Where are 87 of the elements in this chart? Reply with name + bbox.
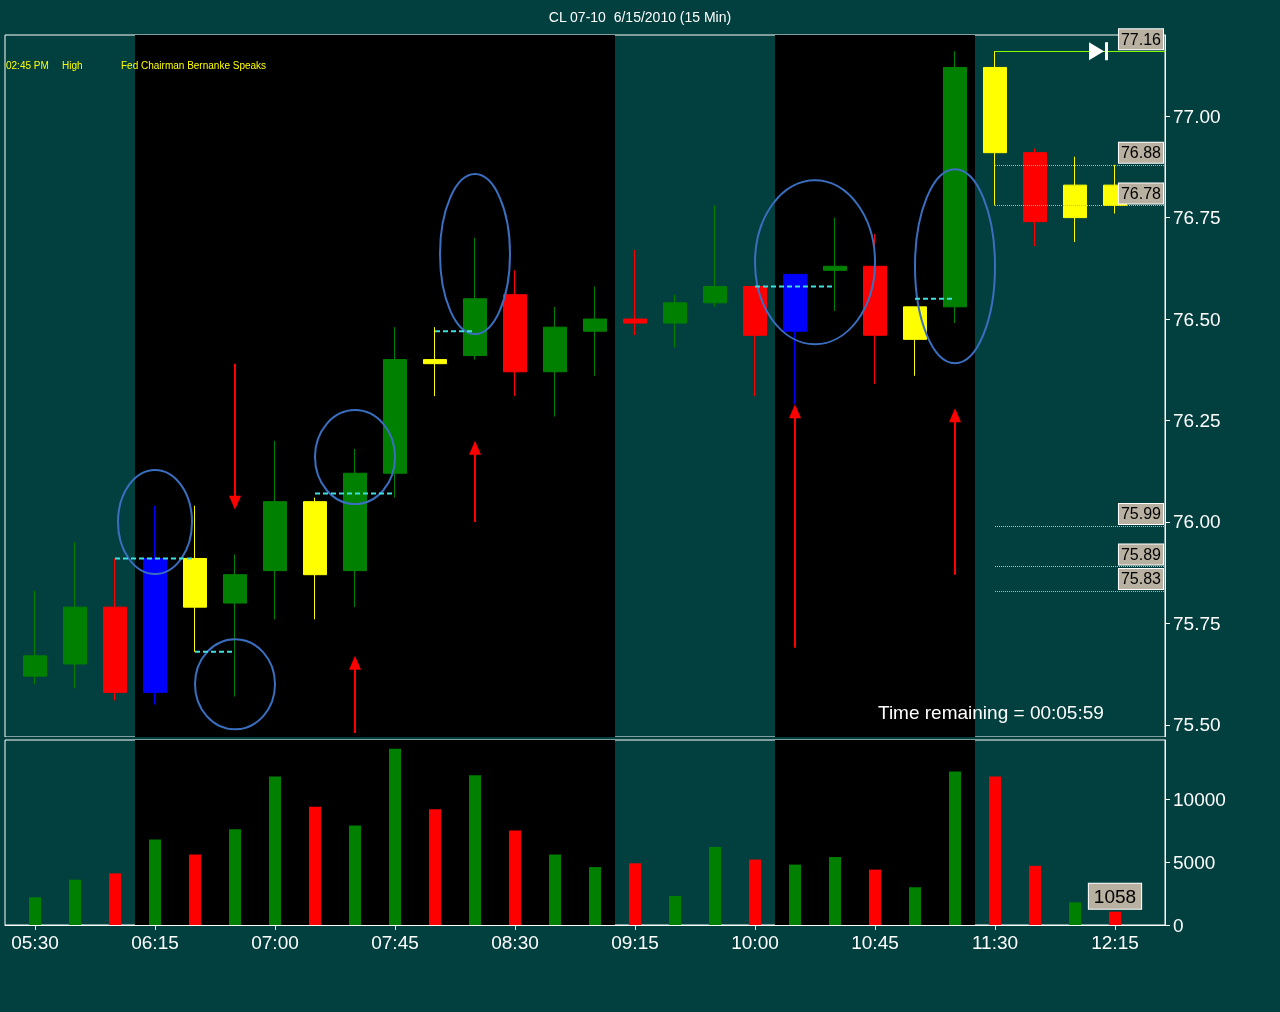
candlestick [823,217,847,312]
candlestick [743,286,767,397]
x-tick-label: 09:15 [611,932,659,953]
candlestick [623,249,647,336]
y-tick-label: 10000 [1173,788,1226,810]
bar [749,859,761,925]
annotation: Fed Chairman Bernanke Speaks [121,60,267,71]
candlestick [343,448,367,608]
candlestick [583,286,607,377]
y-tick-label: 77.00 [1173,105,1221,127]
ref-line-label: 75.83 [1120,570,1162,588]
candlestick [543,306,567,417]
bar [509,830,521,925]
ref-line-label: 76.88 [1120,144,1162,162]
x-tick-label: 10:00 [731,932,779,953]
bar [269,776,281,925]
y-tick-label: 5000 [1173,851,1216,873]
candlestick [1063,156,1087,243]
ref-line-label: 76.78 [1120,184,1162,202]
bar [69,879,81,925]
bar [669,896,681,925]
y-tick-label: 0 [1173,914,1184,936]
bar [1109,911,1121,925]
y-tick-label: 75.75 [1173,612,1221,634]
x-tick-label: 08:30 [491,932,539,953]
candlestick [23,590,47,685]
bar [869,869,881,925]
bar [1029,865,1041,925]
chart-title: CL 07-10 6/15/2010 (15 Min) [548,9,732,25]
candlestick [1023,148,1047,247]
y-tick-label: 76.00 [1173,511,1221,533]
candlestick [783,273,807,405]
ref-line-label: 77.16 [1120,30,1162,48]
candlestick [63,541,87,689]
annotation: Time remaining = 00:05:59 [878,702,1104,724]
candlestick [383,326,407,499]
bar [29,897,41,925]
candlestick [263,440,287,620]
x-tick-label: 07:00 [251,932,299,953]
bar [309,806,321,925]
y-tick-label: 76.50 [1173,308,1221,330]
bar [789,864,801,925]
candlestick [943,50,967,324]
candlestick [183,505,207,653]
bar [989,776,1001,925]
data-label: 1058 [1093,885,1137,907]
bar [189,854,201,925]
annotation: 02:45 PM [6,60,49,71]
x-tick-label: 10:45 [851,932,899,953]
candlestick [863,233,887,385]
bar [229,829,241,925]
y-tick-label: 76.75 [1173,207,1221,229]
ref-line-label: 75.99 [1120,505,1162,523]
bar [549,854,561,925]
y-tick-label: 75.50 [1173,714,1221,736]
x-tick-label: 05:30 [11,932,59,953]
bar [1069,902,1081,925]
candlestick [303,497,327,620]
candlestick [703,204,727,308]
bar [589,867,601,925]
bar [429,809,441,925]
bar [949,771,961,925]
bar [469,775,481,925]
bar [149,839,161,925]
bar [709,846,721,925]
candlestick [903,306,927,377]
x-tick-label: 06:15 [131,932,179,953]
candlestick [663,294,687,348]
bar [109,873,121,925]
x-tick-label: 07:45 [371,932,419,953]
candlestick [223,553,247,697]
candlestick [143,505,167,706]
x-tick-label: 11:30 [971,932,1019,953]
candlestick [463,237,487,361]
ref-line-label: 75.89 [1120,546,1162,564]
bar [829,857,841,925]
x-tick-label: 12:15 [1091,932,1139,953]
bar [629,863,641,925]
candlestick [423,326,447,397]
bar [349,825,361,925]
annotation: High [62,60,83,71]
candlestick [983,50,1007,206]
bar [389,748,401,925]
y-tick-label: 76.25 [1173,409,1221,431]
candlestick [503,269,527,397]
bar [909,887,921,925]
candlestick [103,557,127,701]
